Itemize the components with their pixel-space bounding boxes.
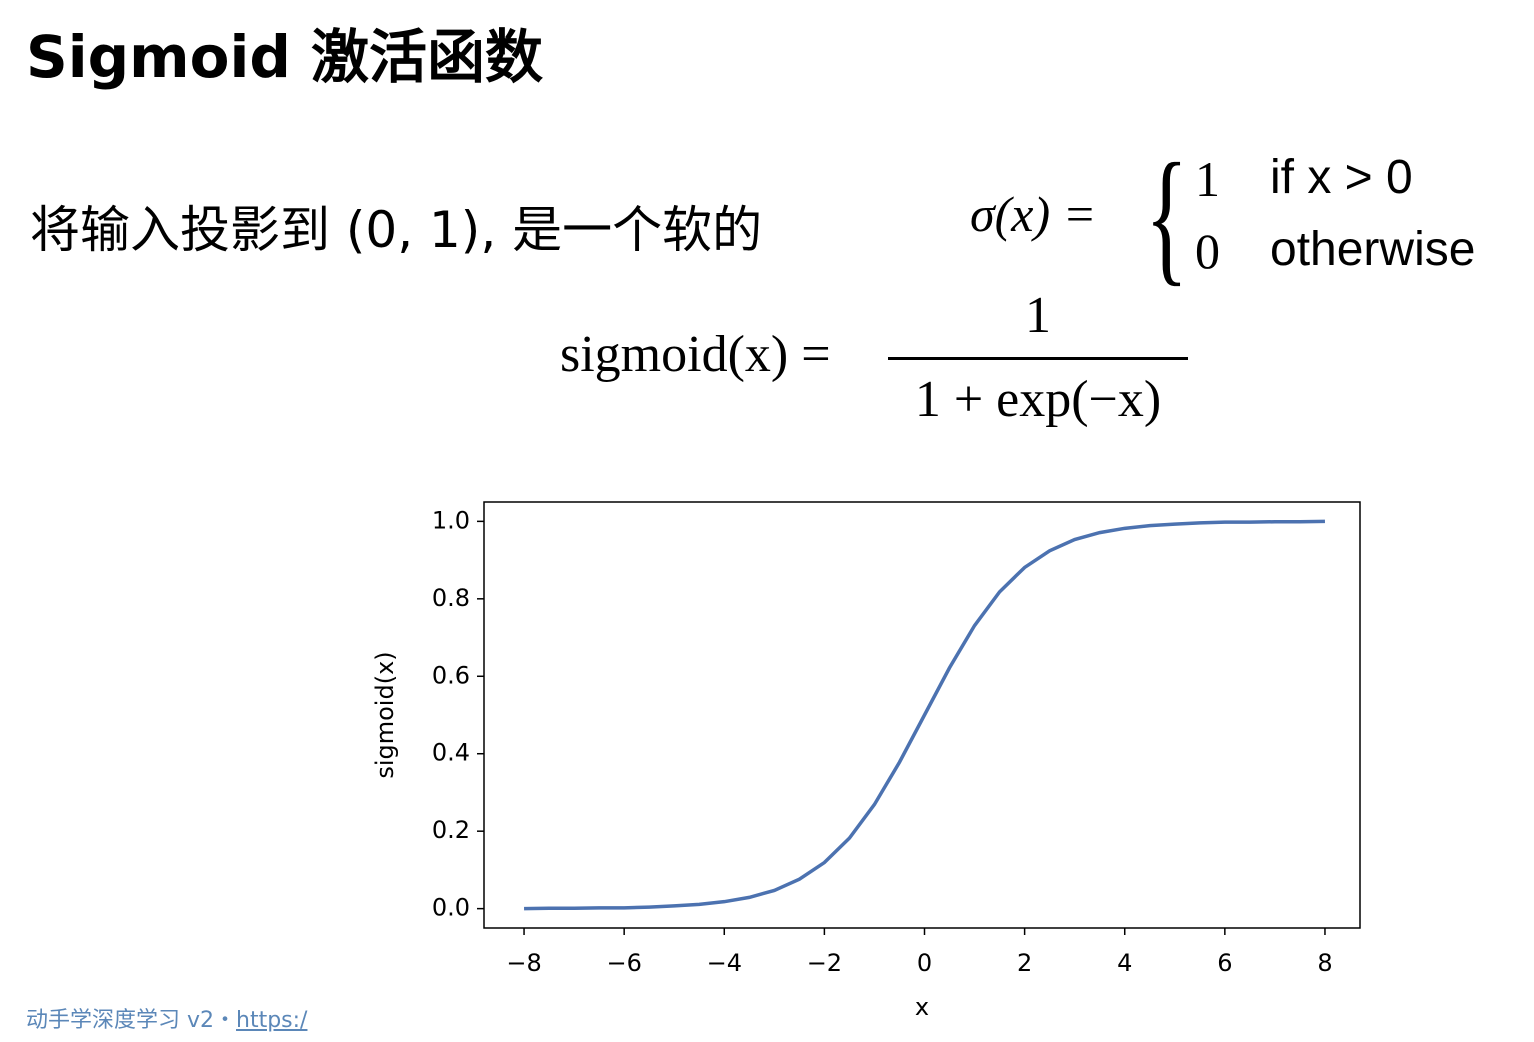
x-tick-label: −4 (707, 949, 742, 977)
y-tick-label: 0.8 (432, 584, 470, 612)
fraction-bar (888, 357, 1188, 360)
x-tick-label: 4 (1117, 949, 1132, 977)
x-tick-label: 0 (917, 949, 932, 977)
footer-link[interactable]: https:/ (236, 1008, 308, 1033)
x-tick-label: −2 (807, 949, 842, 977)
line-series (524, 519, 1325, 911)
brace: { (1145, 133, 1189, 299)
x-tick-label: 8 (1317, 949, 1332, 977)
case-value: 1 (1195, 151, 1220, 207)
y-tick-label: 0.6 (432, 661, 470, 689)
y-tick-label: 0.2 (432, 816, 470, 844)
slide-title: Sigmoid 激活函数 (26, 23, 544, 91)
formula: 1 (1025, 287, 1051, 344)
formula: 1 + exp(−x) (914, 371, 1162, 428)
case-condition: otherwise (1270, 223, 1476, 276)
case-condition: if x > 0 (1270, 151, 1413, 204)
y-tick-label: 1.0 (432, 506, 470, 534)
x-tick-label: 6 (1217, 949, 1232, 977)
body-text: 将输入投影到 (0, 1), 是一个软的 (30, 201, 763, 259)
formula: sigmoid(x) = (560, 326, 831, 383)
x-tick-label: −6 (606, 949, 641, 977)
y-tick-label: 0.4 (432, 739, 470, 767)
x-axis-label: x (915, 993, 929, 1021)
y-tick-label: 0.0 (432, 894, 470, 922)
y-axis-label: sigmoid(x) (371, 651, 399, 778)
plot-frame (483, 501, 1361, 929)
formula: σ(x) = (970, 186, 1097, 242)
footer: 动手学深度学习 v2・https:/ (26, 1002, 307, 1034)
x-tick-label: −8 (506, 949, 541, 977)
x-tick-label: 2 (1017, 949, 1032, 977)
footer-text: 动手学深度学习 v2・ (26, 1008, 237, 1033)
case-value: 0 (1195, 223, 1220, 279)
